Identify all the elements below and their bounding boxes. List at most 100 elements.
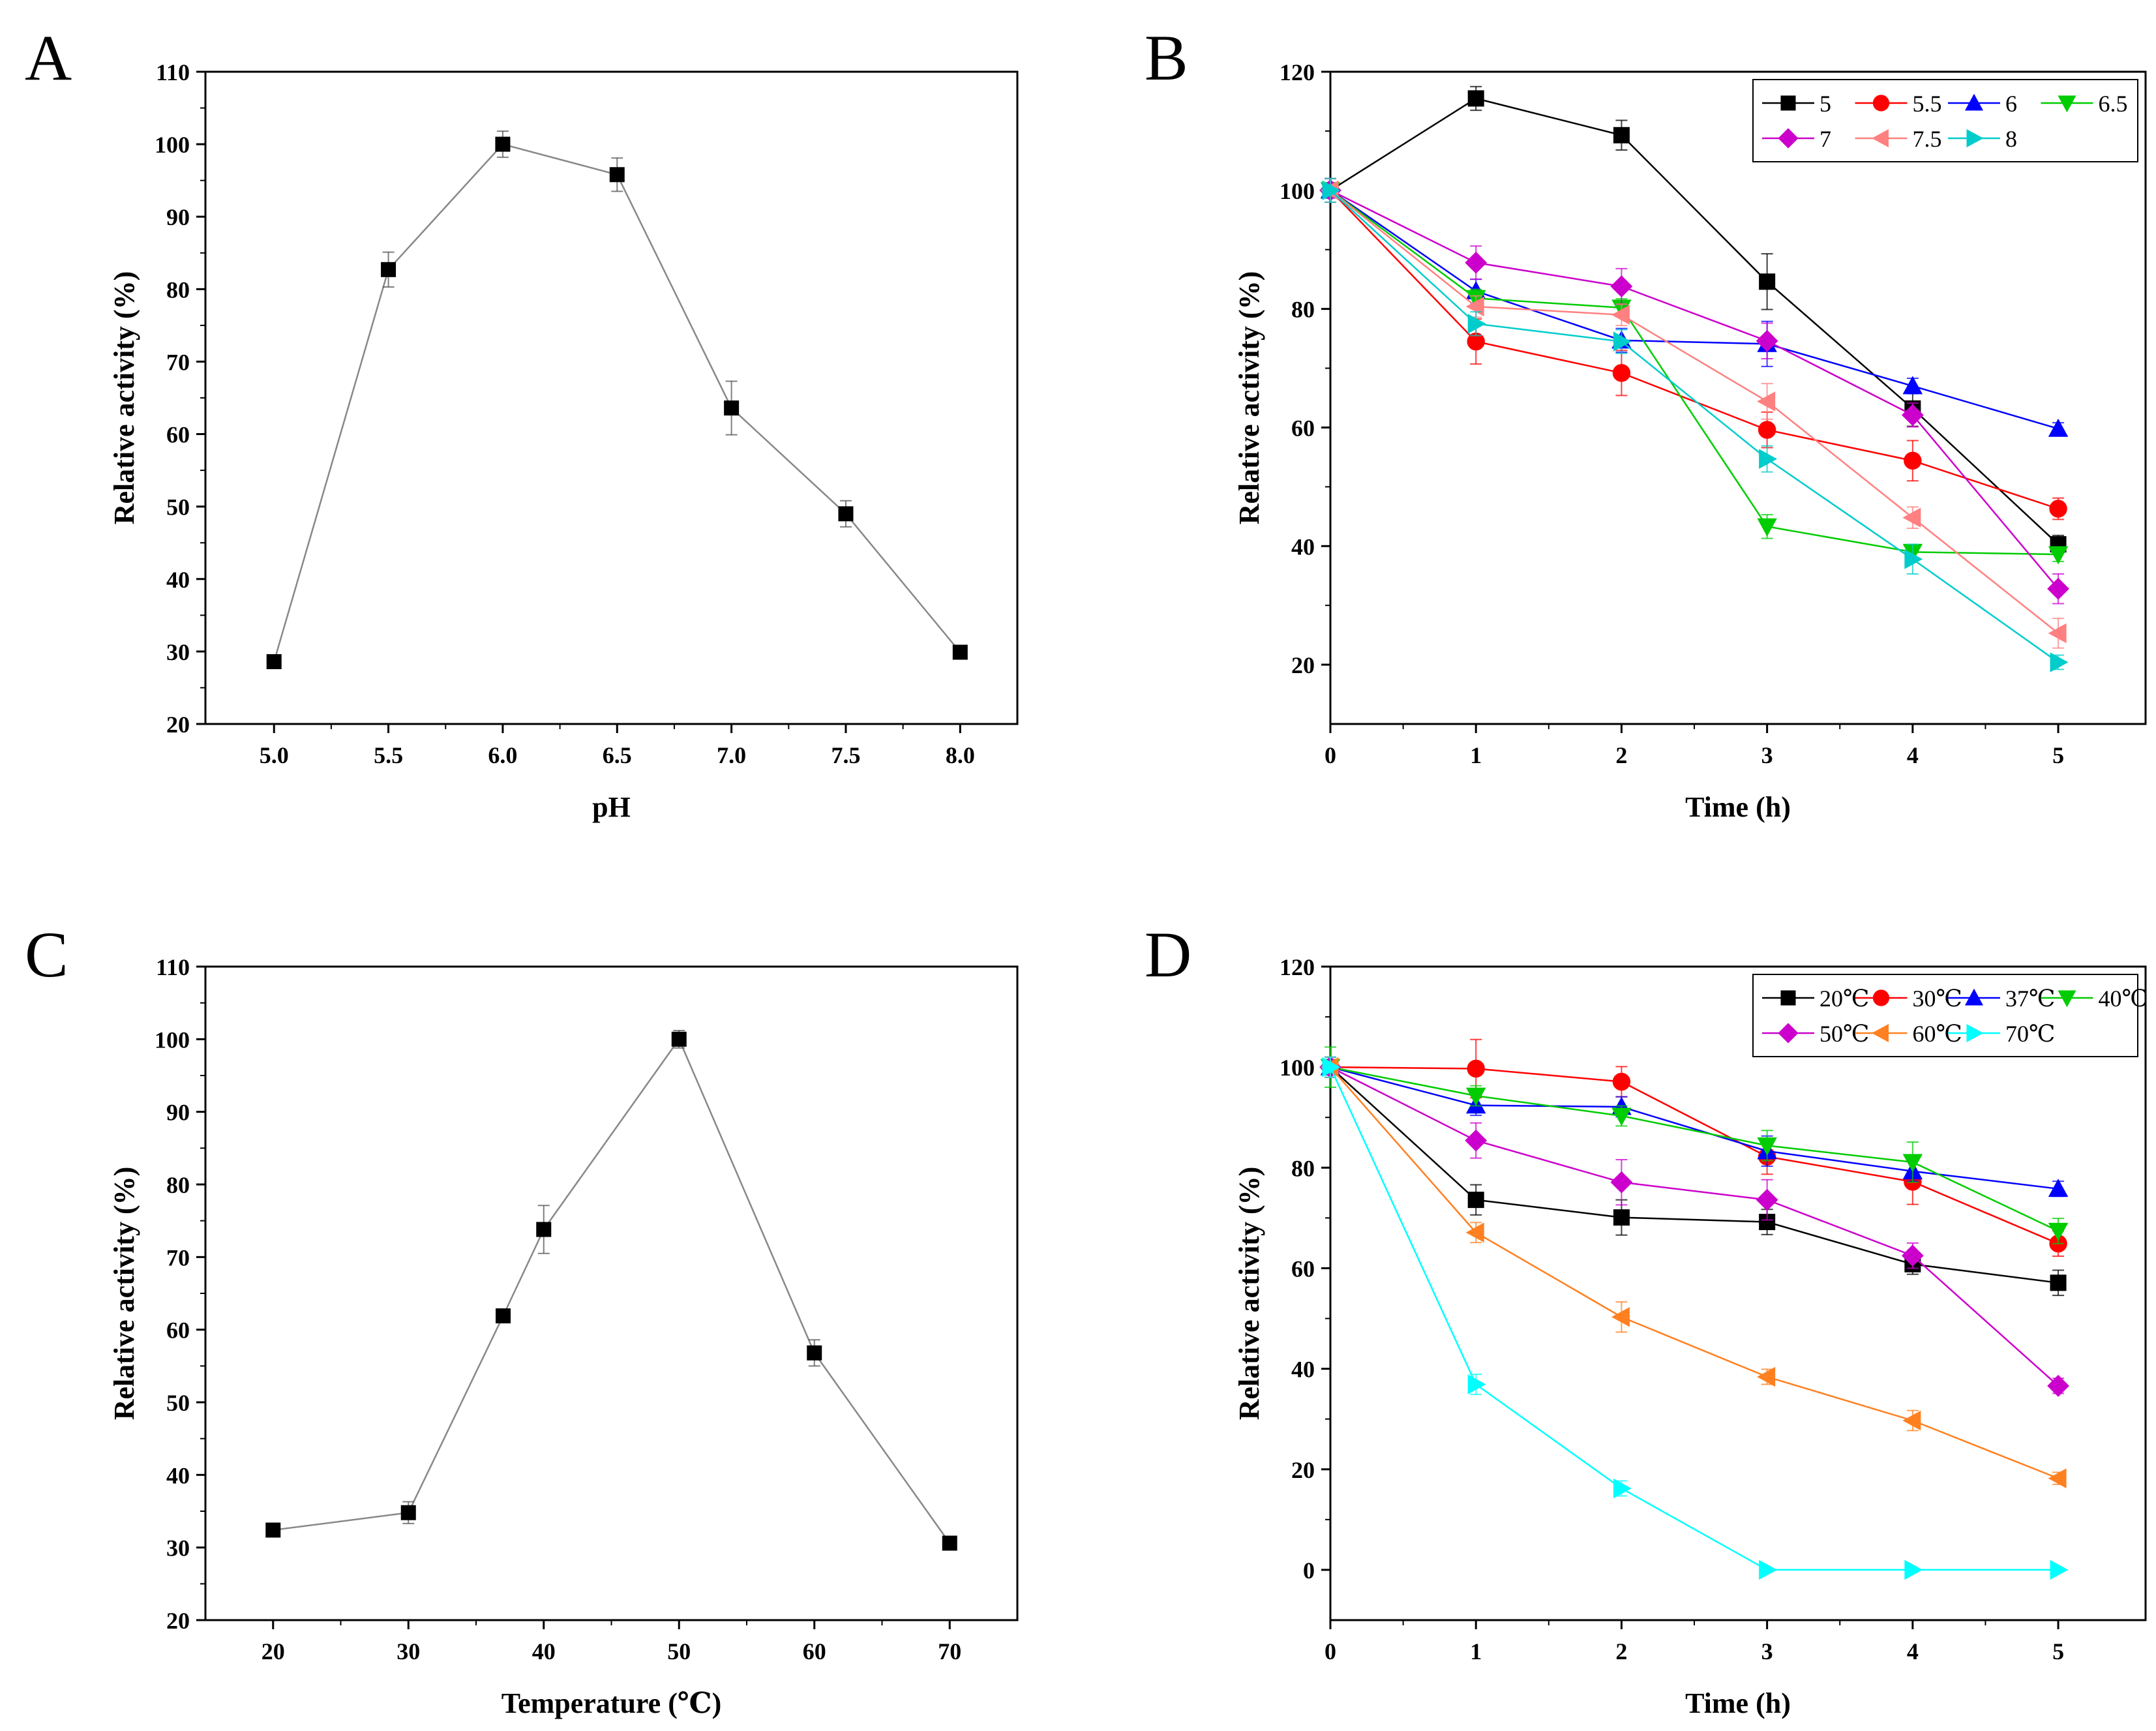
data-point xyxy=(2047,1374,2069,1397)
data-point xyxy=(2050,1274,2067,1291)
y-tick-label: 80 xyxy=(1291,1155,1315,1181)
x-tick-label: 0 xyxy=(1325,742,1336,768)
data-point xyxy=(1467,90,1484,107)
chart-d: 0 1 2 3 4 5 0 20 40 60 80 100 120 Time (h) Relative ac… xyxy=(1233,954,2148,1719)
data-point xyxy=(2050,652,2069,672)
data-point xyxy=(1757,1366,1776,1387)
legend-label: 5.5 xyxy=(1913,91,1942,117)
legend-label: 6 xyxy=(2005,91,2017,117)
series-line xyxy=(1330,1066,2059,1244)
series-line xyxy=(1330,1066,2059,1479)
data-point xyxy=(400,1505,416,1520)
data-point xyxy=(2048,546,2069,565)
x-tick-label: 4 xyxy=(1907,1638,1919,1664)
x-tick-label: 5 xyxy=(2052,742,2064,768)
y-tick-label: 90 xyxy=(166,204,190,230)
legend-swatch-marker xyxy=(1778,128,1799,149)
x-tick-label: 40 xyxy=(532,1638,556,1664)
data-point xyxy=(1611,1306,1630,1327)
x-axis-title: pH xyxy=(592,791,631,823)
legend-item: 6 xyxy=(1948,91,2017,117)
data-point xyxy=(1759,1559,1778,1580)
legend-label: 8 xyxy=(2005,126,2017,152)
data-point xyxy=(1465,251,1488,274)
chart-c: 20 30 40 50 60 70 20 30 40 50 60 70 80 90 100 110 Temper… xyxy=(108,954,1019,1719)
data-point xyxy=(1902,507,1921,528)
data-point xyxy=(1467,314,1486,334)
data-point xyxy=(609,167,625,183)
x-tick-label: 60 xyxy=(803,1638,826,1664)
y-axis-title: Relative activity (%) xyxy=(1233,271,1265,525)
legend-item: 6.5 xyxy=(2041,91,2128,117)
data-point xyxy=(2048,1179,2069,1197)
data-point xyxy=(1612,364,1631,382)
data-point xyxy=(1901,404,1924,427)
data-point xyxy=(2049,500,2067,518)
series-0 xyxy=(265,1029,957,1551)
y-tick-label: 20 xyxy=(1291,1457,1315,1483)
data-point xyxy=(1758,421,1776,439)
data-point xyxy=(1613,127,1630,143)
data-point xyxy=(1759,273,1776,290)
x-tick-label: 3 xyxy=(1761,742,1773,768)
x-tick-label: 7.0 xyxy=(717,742,746,768)
y-tick-label: 80 xyxy=(166,1172,190,1198)
legend-swatch-marker xyxy=(1778,1023,1799,1044)
y-tick-label: 120 xyxy=(1280,59,1315,85)
data-point xyxy=(1613,331,1632,352)
x-tick-label: 20 xyxy=(262,1638,285,1664)
series-50 xyxy=(1319,1056,2069,1397)
legend-swatch-marker xyxy=(1780,95,1796,111)
data-point xyxy=(1611,305,1630,325)
legend-swatch-marker xyxy=(1964,988,1984,1006)
y-tick-label: 60 xyxy=(1291,1256,1315,1282)
y-tick-label: 40 xyxy=(166,1462,190,1488)
data-point xyxy=(2048,1468,2067,1488)
y-tick-label: 80 xyxy=(166,277,190,303)
data-point xyxy=(381,262,397,277)
series-line xyxy=(1330,1066,2059,1232)
legend-label: 70℃ xyxy=(2005,1021,2055,1047)
legend-swatch-marker xyxy=(1966,1023,1984,1043)
y-tick-label: 20 xyxy=(166,1608,190,1634)
legend-label: 40℃ xyxy=(2099,986,2148,1012)
y-tick-label: 100 xyxy=(1280,1055,1315,1081)
y-tick-label: 100 xyxy=(155,132,190,158)
series-line xyxy=(1330,189,2059,556)
y-tick-label: 60 xyxy=(1291,415,1315,441)
data-point xyxy=(2048,1222,2069,1241)
data-point xyxy=(1757,1137,1777,1156)
y-axis-title: Relative activity (%) xyxy=(108,271,140,525)
y-axis-title: Relative activity (%) xyxy=(108,1167,140,1421)
panel-d-letter: D xyxy=(1145,918,1191,991)
x-tick-label: 5 xyxy=(2052,1638,2064,1664)
series-40 xyxy=(1320,1046,2069,1244)
data-point xyxy=(1465,1222,1484,1242)
data-point xyxy=(2050,1559,2069,1580)
data-point xyxy=(1467,1059,1485,1078)
data-point xyxy=(1467,1374,1486,1394)
legend-label: 6.5 xyxy=(2099,91,2128,117)
legend-label: 7.5 xyxy=(1913,126,1942,152)
series-line xyxy=(1330,1066,2059,1284)
series-line xyxy=(1330,189,2059,510)
data-point xyxy=(495,136,511,152)
x-tick-label: 6.5 xyxy=(603,742,632,768)
data-point xyxy=(1902,376,1923,395)
data-point xyxy=(1902,1154,1923,1173)
y-tick-label: 40 xyxy=(1291,1357,1315,1383)
legend-label: 7 xyxy=(1819,126,1831,152)
legend-item: 70℃ xyxy=(1948,1021,2055,1047)
data-point xyxy=(2047,577,2069,600)
x-tick-label: 6.0 xyxy=(488,742,517,768)
data-point xyxy=(1759,449,1778,469)
legend-swatch-marker xyxy=(1872,95,1890,112)
series-line xyxy=(1330,189,2059,430)
data-point xyxy=(1322,1057,1341,1077)
data-point xyxy=(942,1535,957,1551)
data-point xyxy=(1613,1209,1630,1226)
data-point xyxy=(1611,1107,1632,1126)
data-point xyxy=(838,506,854,522)
y-tick-label: 20 xyxy=(166,712,190,738)
legend-swatch-marker xyxy=(1872,128,1889,148)
